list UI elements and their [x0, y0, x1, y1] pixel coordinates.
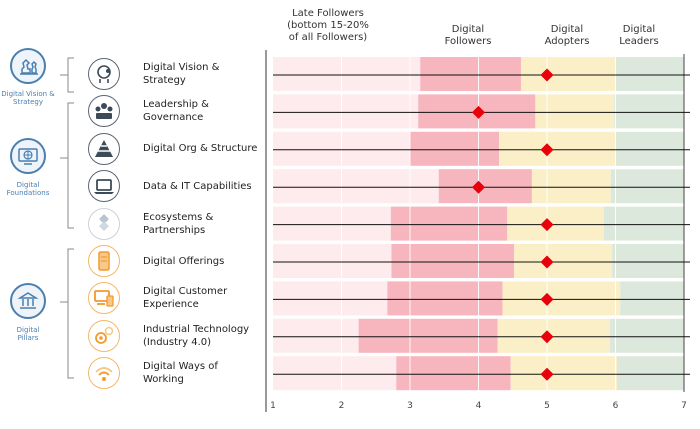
leaders-segment-3	[610, 169, 684, 204]
late-segment-3	[273, 169, 439, 204]
followers-segment-6	[387, 281, 503, 316]
leaders-segment-8	[616, 356, 684, 391]
score-marker-3	[472, 180, 485, 194]
chess-strategy-icon	[10, 48, 46, 84]
score-marker-7	[540, 330, 554, 344]
building-columns-icon	[10, 283, 46, 319]
leaders-segment-2	[615, 131, 684, 166]
late-segment-4	[273, 206, 391, 241]
adopters-segment-0	[520, 57, 616, 91]
row-label-3: Data & IT Capabilities	[143, 180, 252, 192]
score-marker-5	[540, 255, 554, 269]
row-label-7: Industrial Technology (Industry 4.0)	[143, 323, 250, 348]
followers-segment-5	[391, 244, 515, 278]
header-digital-leaders: Digital Leaders	[619, 24, 659, 47]
tablet-icon	[88, 245, 120, 277]
score-marker-1	[472, 105, 485, 119]
x-tick-label-1: 1	[270, 401, 276, 411]
adopters-segment-1	[535, 94, 615, 129]
followers-segment-4	[390, 206, 508, 241]
devices-icon	[88, 282, 120, 315]
followers-segment-0	[420, 57, 521, 91]
score-marker-4	[540, 218, 554, 232]
followers-segment-8	[396, 356, 511, 391]
adopters-segment-7	[497, 318, 611, 353]
adopters-segment-6	[502, 281, 621, 316]
leaders-segment-5	[612, 244, 684, 278]
late-segment-0	[273, 57, 421, 91]
x-tick-label-2: 2	[339, 401, 345, 411]
pillar-label-digital-pillars: Digital Pillars	[16, 326, 40, 342]
late-segment-6	[273, 281, 388, 316]
late-segment-5	[273, 244, 392, 278]
laptop-icon	[88, 170, 120, 203]
people-meeting-icon	[88, 95, 120, 128]
score-marker-6	[540, 292, 554, 306]
adopters-segment-5	[514, 244, 613, 278]
adopters-segment-3	[531, 169, 611, 204]
header-late-followers: Late Followers (bottom 15-20% of all Fol…	[287, 8, 369, 43]
x-tick-label-5: 5	[544, 401, 550, 411]
row-label-2: Digital Org & Structure	[143, 143, 258, 155]
leaders-segment-1	[614, 94, 684, 129]
late-segment-1	[273, 94, 419, 129]
leaders-segment-6	[620, 281, 684, 316]
leaders-segment-0	[615, 57, 684, 91]
pyramid-icon	[88, 132, 120, 165]
row-label-6: Digital Customer Experience	[143, 286, 228, 311]
adopters-segment-2	[499, 131, 616, 166]
row-label-8: Digital Ways of Working	[143, 361, 218, 386]
leaders-segment-4	[603, 206, 684, 241]
row-label-5: Digital Offerings	[143, 255, 225, 267]
wifi-icon	[88, 357, 120, 390]
x-tick-label-4: 4	[476, 401, 482, 411]
row-label-0: Digital Vision & Strategy	[143, 62, 220, 86]
head-gear-icon	[88, 58, 120, 90]
score-marker-8	[540, 367, 554, 381]
pillar-label-foundations: Digital Foundations	[6, 181, 50, 197]
followers-segment-3	[438, 169, 532, 204]
x-tick-label-7: 7	[681, 401, 687, 411]
row-label-1: Leadership & Governance	[143, 99, 209, 124]
pillar-label-vision: Digital Vision & Strategy	[1, 90, 55, 106]
adopters-segment-4	[507, 206, 604, 241]
score-marker-2	[540, 143, 554, 157]
leaders-segment-7	[610, 318, 684, 353]
puzzle-icon	[88, 207, 120, 240]
late-segment-7	[273, 318, 359, 353]
score-marker-0	[540, 68, 554, 82]
adopters-segment-8	[510, 356, 617, 391]
followers-segment-7	[358, 318, 498, 353]
header-digital-adopters: Digital Adopters	[544, 24, 590, 47]
globe-screen-icon	[10, 138, 46, 174]
x-tick-label-3: 3	[407, 401, 413, 411]
late-segment-8	[273, 356, 397, 391]
gears-icon	[88, 319, 120, 352]
followers-segment-2	[410, 131, 500, 166]
x-tick-label-6: 6	[613, 401, 619, 411]
row-label-4: Ecosystems & Partnerships	[143, 211, 214, 236]
header-digital-followers: Digital Followers	[444, 24, 492, 47]
